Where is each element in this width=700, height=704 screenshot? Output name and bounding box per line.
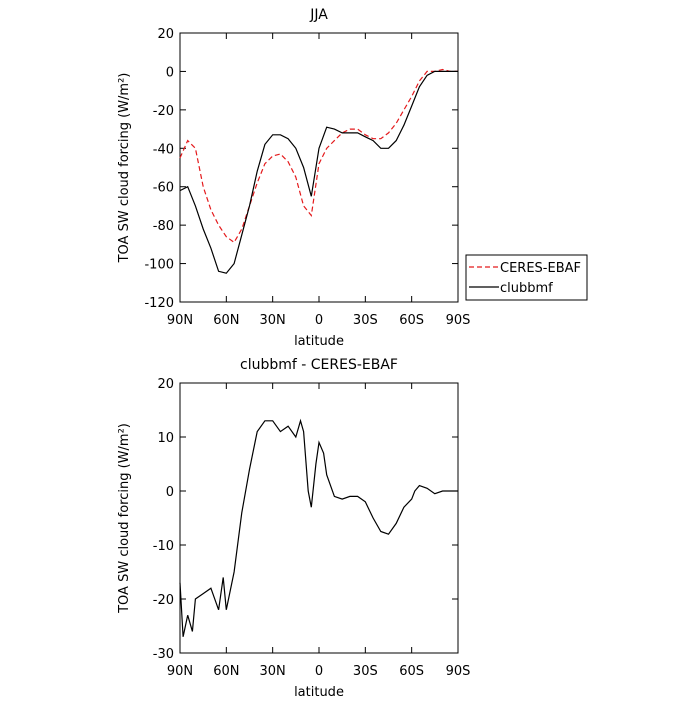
y-tick-label: -120 [144, 296, 174, 311]
x-tick-label: 30N [260, 664, 286, 679]
x-tick-label: 60N [213, 313, 239, 328]
x-tick-label: 90N [167, 313, 193, 328]
series-line [179, 418, 458, 637]
y-axis-label: TOA SW cloud forcing (W/m²) [117, 73, 132, 264]
x-tick-label: 60N [213, 664, 239, 679]
y-tick-label: -80 [153, 219, 174, 234]
chart-title: clubbmf - CERES-EBAF [240, 357, 398, 373]
chart-title: JJA [309, 7, 328, 23]
y-axis-label: TOA SW cloud forcing (W/m²) [117, 423, 132, 614]
x-axis-label: latitude [294, 334, 344, 349]
legend-label: clubbmf [500, 281, 553, 296]
x-tick-label: 30S [353, 313, 378, 328]
y-tick-label: -20 [153, 593, 174, 608]
plot-frame [179, 32, 459, 303]
x-tick-label: 30S [353, 664, 378, 679]
x-tick-label: 90N [167, 664, 193, 679]
y-tick-label: 10 [157, 431, 174, 446]
y-tick-label: -30 [153, 647, 174, 662]
series-line [179, 70, 458, 274]
y-tick-label: 20 [157, 377, 174, 392]
y-tick-label: 0 [166, 485, 174, 500]
x-tick-label: 90S [446, 664, 471, 679]
x-tick-label: 60S [399, 664, 424, 679]
y-tick-label: -100 [144, 258, 174, 273]
plot-frame [179, 382, 459, 654]
y-tick-label: -10 [153, 539, 174, 554]
y-tick-label: -40 [153, 142, 174, 157]
x-tick-label: 0 [315, 664, 323, 679]
legend-box [465, 254, 588, 301]
y-tick-label: -60 [153, 181, 174, 196]
x-axis-label: latitude [294, 685, 344, 700]
series-line [179, 68, 458, 244]
x-tick-label: 90S [446, 313, 471, 328]
x-tick-label: 60S [399, 313, 424, 328]
x-tick-label: 0 [315, 313, 323, 328]
x-tick-label: 30N [260, 313, 286, 328]
y-tick-label: 20 [157, 27, 174, 42]
y-tick-label: 0 [166, 65, 174, 80]
legend-label: CERES-EBAF [500, 261, 581, 276]
y-tick-label: -20 [153, 104, 174, 119]
